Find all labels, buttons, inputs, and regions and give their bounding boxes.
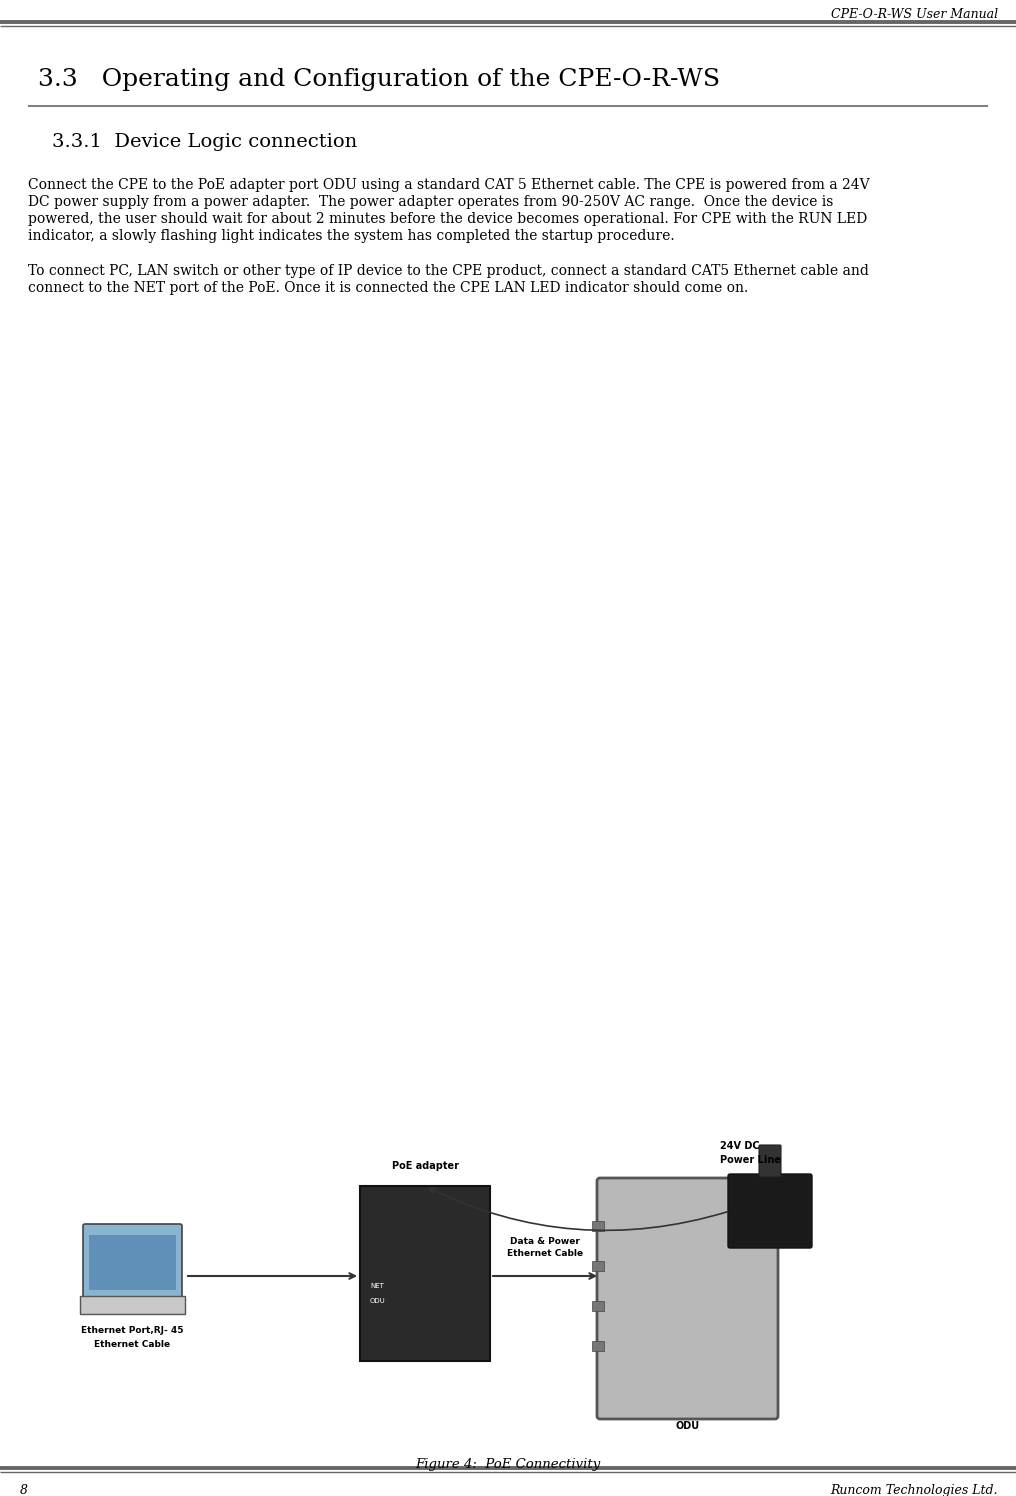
Text: Runcom Technologies Ltd.: Runcom Technologies Ltd.	[830, 1484, 998, 1496]
Text: Figure 4:  PoE Connectivity: Figure 4: PoE Connectivity	[416, 1459, 600, 1471]
Text: DC power supply from a power adapter.  The power adapter operates from 90-250V A: DC power supply from a power adapter. Th…	[28, 194, 833, 209]
Bar	[592, 1261, 604, 1272]
FancyBboxPatch shape	[597, 1177, 778, 1420]
Text: ODU: ODU	[370, 1299, 386, 1305]
Bar	[360, 1186, 490, 1361]
Text: Ethernet Cable: Ethernet Cable	[507, 1249, 583, 1258]
Bar	[28, 1158, 988, 1453]
Bar	[80, 1296, 185, 1313]
Text: 3.3   Operating and Configuration of the CPE-O-R-WS: 3.3 Operating and Configuration of the C…	[38, 67, 720, 91]
Text: CPE-O-R-WS User Manual: CPE-O-R-WS User Manual	[831, 7, 998, 21]
FancyBboxPatch shape	[759, 1144, 781, 1177]
Text: Ethernet Cable: Ethernet Cable	[93, 1340, 170, 1349]
Text: Connect the CPE to the PoE adapter port ODU using a standard CAT 5 Ethernet cabl: Connect the CPE to the PoE adapter port …	[28, 178, 870, 191]
Bar	[592, 1221, 604, 1231]
Text: To connect PC, LAN switch or other type of IP device to the CPE product, connect: To connect PC, LAN switch or other type …	[28, 263, 869, 278]
Bar	[89, 1236, 176, 1290]
Text: 24V DC: 24V DC	[720, 1141, 760, 1150]
Text: connect to the NET port of the PoE. Once it is connected the CPE LAN LED indicat: connect to the NET port of the PoE. Once…	[28, 281, 748, 295]
Text: powered, the user should wait for about 2 minutes before the device becomes oper: powered, the user should wait for about …	[28, 212, 868, 226]
Text: indicator, a slowly flashing light indicates the system has completed the startu: indicator, a slowly flashing light indic…	[28, 229, 675, 242]
Bar	[592, 1302, 604, 1310]
Bar	[592, 1340, 604, 1351]
Text: Data & Power: Data & Power	[510, 1237, 580, 1246]
Text: PoE adapter: PoE adapter	[391, 1161, 458, 1171]
FancyBboxPatch shape	[728, 1174, 812, 1248]
Text: Power Line: Power Line	[720, 1155, 781, 1165]
Text: NET: NET	[370, 1284, 384, 1290]
FancyBboxPatch shape	[83, 1224, 182, 1299]
Text: 3.3.1  Device Logic connection: 3.3.1 Device Logic connection	[52, 133, 358, 151]
Text: Ethernet Port,RJ- 45: Ethernet Port,RJ- 45	[80, 1325, 183, 1334]
Text: 8: 8	[20, 1484, 28, 1496]
Text: ODU: ODU	[676, 1421, 700, 1432]
